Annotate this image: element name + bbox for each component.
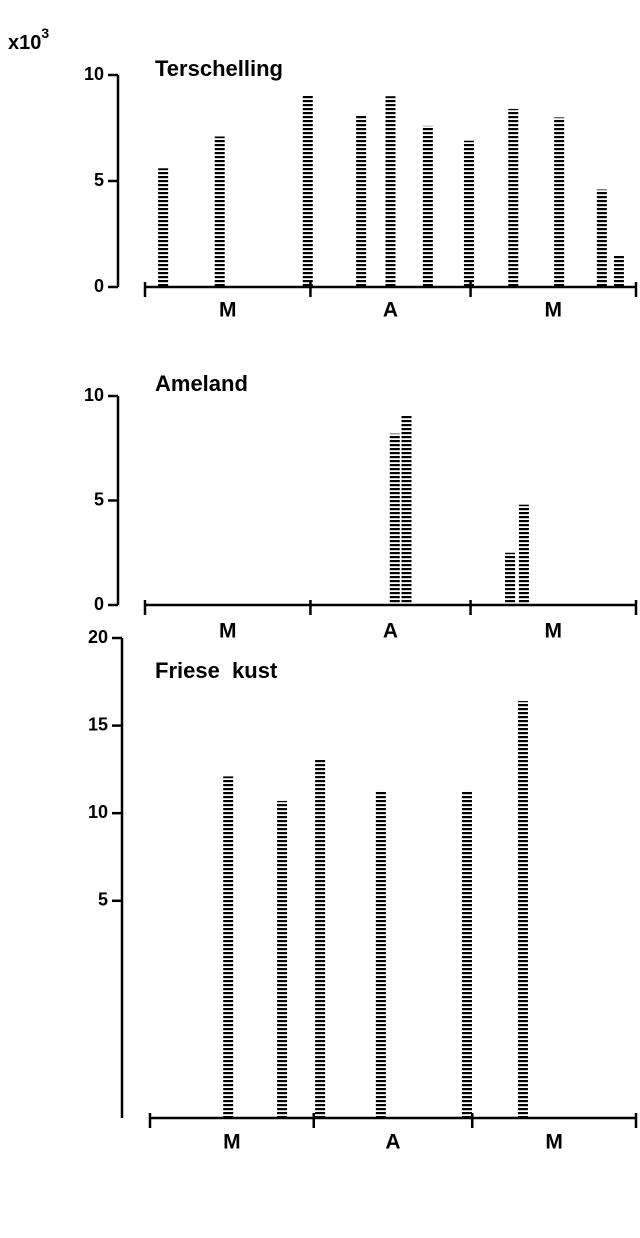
bar bbox=[385, 96, 396, 287]
bar bbox=[214, 136, 225, 287]
bar bbox=[302, 95, 313, 287]
bar bbox=[508, 108, 519, 287]
panel-title: Terschelling bbox=[155, 56, 283, 81]
bar bbox=[596, 189, 607, 287]
bar bbox=[613, 255, 624, 287]
bar bbox=[315, 758, 326, 1118]
unit-label: x103 bbox=[8, 25, 49, 55]
y-tick-label: 0 bbox=[94, 276, 104, 296]
bar bbox=[554, 117, 565, 288]
month-label: M bbox=[545, 299, 563, 322]
bar bbox=[223, 776, 234, 1118]
bar bbox=[422, 125, 433, 287]
month-label: A bbox=[383, 620, 398, 643]
month-label: A bbox=[383, 299, 398, 322]
panel-title: Ameland bbox=[155, 371, 248, 396]
bar bbox=[401, 414, 412, 605]
month-label: M bbox=[545, 620, 563, 643]
month-label: M bbox=[223, 1131, 241, 1154]
unit-base: x10 bbox=[8, 32, 41, 54]
month-label: M bbox=[545, 1131, 563, 1154]
y-tick-label: 0 bbox=[94, 594, 104, 614]
panel-title: Friese kust bbox=[155, 658, 278, 683]
y-tick-label: 10 bbox=[84, 385, 104, 405]
bar bbox=[518, 504, 529, 605]
month-label: A bbox=[385, 1131, 400, 1154]
y-tick-label: 15 bbox=[88, 714, 108, 734]
bar bbox=[158, 168, 169, 287]
bar bbox=[505, 552, 516, 605]
y-tick-label: 10 bbox=[88, 802, 108, 822]
bar bbox=[461, 790, 472, 1118]
bar bbox=[375, 790, 386, 1118]
bar bbox=[463, 140, 474, 287]
y-tick-label: 20 bbox=[88, 627, 108, 647]
y-tick-label: 5 bbox=[98, 890, 108, 910]
y-tick-label: 10 bbox=[84, 64, 104, 84]
bar bbox=[356, 115, 367, 287]
y-tick-label: 5 bbox=[94, 489, 104, 509]
bar bbox=[517, 701, 528, 1118]
y-tick-label: 5 bbox=[94, 170, 104, 190]
month-label: M bbox=[219, 299, 237, 322]
bar bbox=[389, 433, 400, 605]
unit-exponent: 3 bbox=[41, 25, 49, 41]
month-label: M bbox=[219, 620, 237, 643]
bar bbox=[277, 800, 288, 1118]
